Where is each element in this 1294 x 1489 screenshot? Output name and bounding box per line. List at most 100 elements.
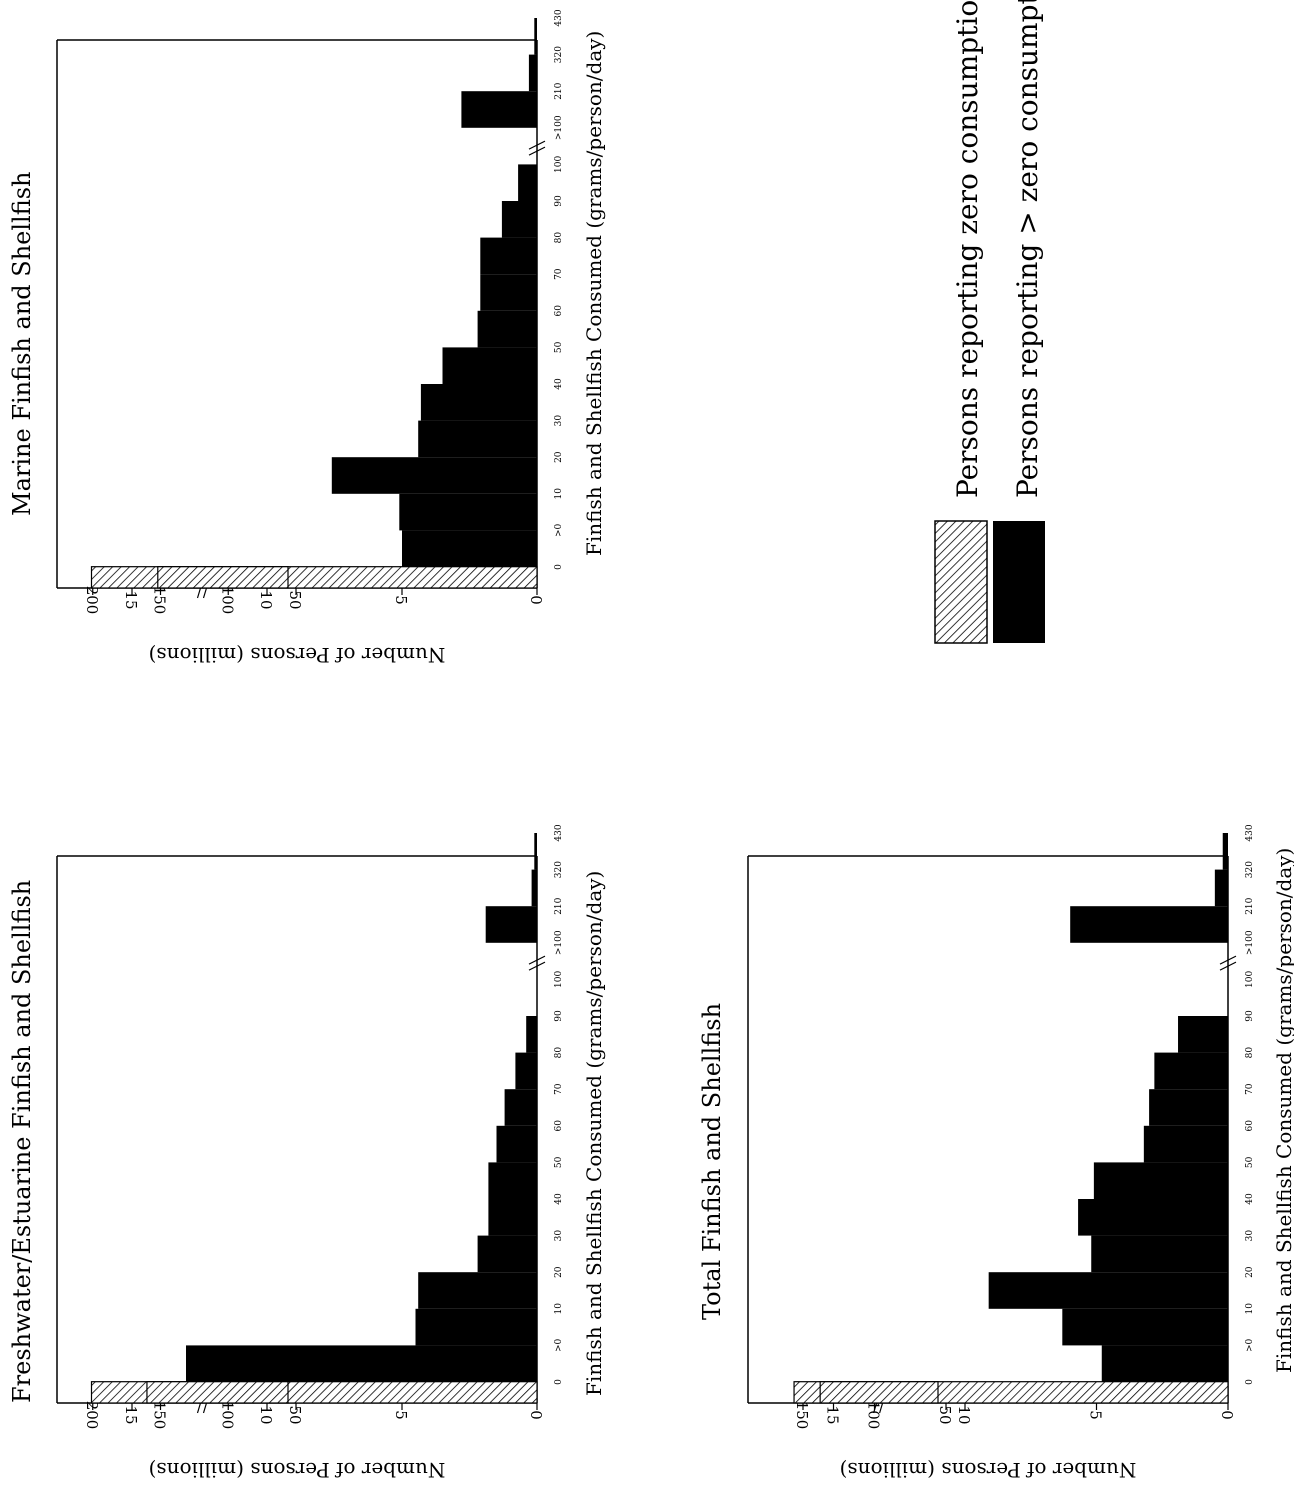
total-chart-panel: Total Finfish and Shellfish Finfish and S… [698, 824, 1294, 1482]
consumption-bar [518, 164, 537, 201]
consumption-bar [528, 54, 537, 92]
category-tick-label: 70 [1245, 1083, 1255, 1095]
category-tick-label: 50 [554, 341, 564, 353]
category-tick-label: 80 [554, 1047, 564, 1059]
value-tick-label: 150 [793, 1401, 811, 1430]
consumption-bar [480, 274, 537, 311]
category-tick-label: 320 [1245, 861, 1255, 878]
category-tick-label: 20 [554, 451, 564, 463]
category-tick-label: 0 [554, 564, 564, 570]
category-tick-label: 30 [554, 415, 564, 427]
consumption-bar [485, 906, 537, 943]
consumption-bar [1070, 906, 1228, 943]
category-tick-label: 210 [554, 82, 564, 99]
consumption-bar [1214, 869, 1228, 907]
consumption-bar [461, 91, 537, 128]
consumption-bar [399, 493, 537, 531]
legend-swatch-zero [934, 520, 988, 644]
consumption-bar [501, 201, 537, 238]
value-tick-label: 100 [865, 1401, 883, 1430]
category-tick-label: 430 [1245, 824, 1255, 841]
chart-title: Freshwater/Estuarine Finfish and Shellfi… [8, 880, 36, 1403]
consumption-bar [420, 384, 537, 421]
category-axis-break [528, 961, 546, 971]
consumption-bar [488, 1199, 537, 1236]
category-tick-label: 40 [554, 1193, 564, 1205]
consumption-bar [331, 457, 537, 494]
consumption-bar [477, 1235, 537, 1273]
x-axis-label: Finfish and Shellfish Consumed (grams/pe… [582, 871, 606, 1396]
consumption-bar [526, 1016, 537, 1053]
category-tick-label: 60 [554, 305, 564, 317]
category-tick-label: 90 [554, 1010, 564, 1022]
consumption-bar [402, 530, 537, 567]
category-tick-label: 40 [1245, 1193, 1255, 1205]
category-tick-label: >100 [554, 930, 564, 955]
consumption-bar [496, 1125, 537, 1163]
category-tick-label: 60 [1245, 1120, 1255, 1132]
category-tick-label: 0 [1245, 1379, 1255, 1385]
value-tick-label: 5 [392, 1410, 410, 1420]
category-tick-label: 80 [554, 232, 564, 244]
consumption-bar [531, 869, 537, 907]
value-tick-label: 150 [151, 586, 169, 615]
category-tick-label: 80 [1245, 1047, 1255, 1059]
category-tick-label: 100 [554, 971, 564, 988]
category-tick-label: >0 [554, 1338, 564, 1352]
value-tick-label: 10 [955, 1405, 973, 1424]
category-axis-break [528, 955, 546, 965]
category-tick-label: 70 [554, 1083, 564, 1095]
category-tick-label: 210 [554, 897, 564, 914]
chart-title: Marine Finfish and Shellfish [8, 171, 36, 516]
consumption-bar [477, 310, 537, 348]
consumption-bar [1149, 1089, 1228, 1126]
category-tick-label: 60 [554, 1120, 564, 1132]
consumption-bar [1078, 1199, 1228, 1236]
category-axis-break [528, 146, 546, 156]
category-tick-label: 30 [1245, 1230, 1255, 1242]
value-tick-label: 200 [83, 1401, 101, 1430]
category-tick-label: >100 [1245, 930, 1255, 955]
value-tick-label: 5 [1087, 1410, 1105, 1420]
category-tick-label: 40 [554, 378, 564, 390]
consumption-bar [515, 1052, 537, 1090]
chart-title: Total Finfish and Shellfish [698, 1003, 726, 1320]
consumption-bar [415, 1308, 537, 1346]
value-tick-label: 10 [257, 590, 275, 609]
value-tick-label: 50 [936, 1405, 954, 1424]
value-tick-label: 15 [824, 1405, 842, 1424]
category-tick-label: 90 [554, 195, 564, 207]
category-tick-label: 430 [554, 824, 564, 841]
category-tick-label: 20 [1245, 1266, 1255, 1278]
consumption-bar [1091, 1235, 1228, 1273]
category-tick-label: >100 [554, 115, 564, 140]
value-tick-label: 15 [122, 1405, 140, 1424]
category-tick-label: 70 [554, 268, 564, 280]
category-tick-label: 10 [1245, 1303, 1255, 1315]
legend-swatch-nonzero [993, 521, 1045, 643]
marine-chart-panel: Marine Finfish and Shellfish Finfish and … [8, 9, 606, 667]
legend-label-nonzero: Persons reporting > zero consumption [1011, 0, 1044, 498]
value-tick-label: 200 [83, 586, 101, 615]
y-axis-label: Number of Persons (millions) [149, 643, 446, 667]
zero-consumption-bar-upper [819, 1381, 939, 1404]
consumption-bar [1222, 833, 1228, 870]
consumption-bar [442, 347, 537, 384]
category-tick-label: 320 [554, 46, 564, 63]
consumption-bar [480, 237, 537, 275]
consumption-bar [1178, 1016, 1228, 1053]
category-tick-label: 10 [554, 488, 564, 500]
consumption-bar [1101, 1345, 1228, 1382]
x-axis-label: Finfish and Shellfish Consumed (grams/pe… [582, 31, 606, 556]
value-tick-label: 100 [218, 1401, 236, 1430]
value-tick-label: 15 [122, 590, 140, 609]
value-tick-label: 100 [218, 586, 236, 615]
category-tick-label: 20 [554, 1266, 564, 1278]
y-axis-label: Number of Persons (millions) [840, 1458, 1137, 1482]
value-tick-label: 50 [286, 1405, 304, 1424]
category-tick-label: 100 [1245, 971, 1255, 988]
category-tick-label: >0 [554, 523, 564, 537]
freshwater-chart-panel: Freshwater/Estuarine Finfish and Shellfi… [8, 824, 606, 1482]
zero-consumption-bar-upper [157, 566, 289, 589]
